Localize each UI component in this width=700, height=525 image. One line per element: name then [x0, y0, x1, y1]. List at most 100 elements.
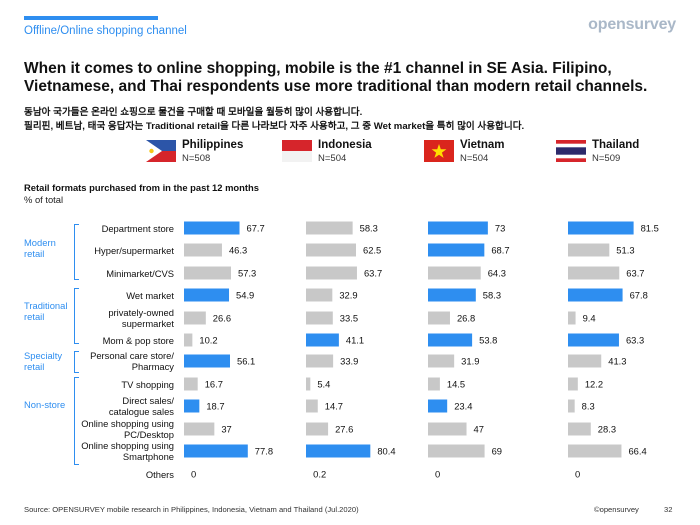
data-label-philippines-11: 0 — [191, 469, 196, 480]
data-label-philippines-9: 37 — [221, 424, 231, 435]
bar-thailand-8 — [568, 399, 575, 413]
bar-indonesia-5 — [306, 333, 339, 347]
row-label: Personal care store/Pharmacy — [70, 350, 174, 372]
row-label-line: Others — [145, 468, 174, 480]
bar-philippines-8 — [184, 399, 200, 413]
data-label-vietnam-5: 53.8 — [479, 335, 497, 346]
source-note: Source: OPENSURVEY mobile research in Ph… — [24, 505, 359, 514]
group-label-traditional-retail-line: retail — [24, 311, 45, 322]
row-label: Direct sales/catalogue sales — [70, 395, 174, 417]
group-label-non-store-line: Non-store — [24, 399, 66, 410]
data-label-philippines-8: 18.7 — [206, 401, 224, 412]
row-label: Department store — [70, 223, 174, 234]
row-label-line: PC/Desktop — [123, 429, 174, 440]
data-label-thailand-10: 66.4 — [628, 446, 646, 457]
bar-thailand-9 — [568, 422, 591, 436]
data-label-vietnam-3: 58.3 — [483, 290, 501, 301]
data-label-vietnam-1: 68.7 — [491, 245, 509, 256]
group-label-traditional-retail: Traditional retail — [24, 300, 67, 322]
bar-vietnam-5 — [428, 333, 473, 347]
data-label-thailand-3: 67.8 — [630, 290, 648, 301]
bar-thailand-0 — [568, 221, 634, 235]
bar-philippines-0 — [184, 221, 240, 235]
vietnam-flag-icon — [424, 140, 454, 162]
bar-vietnam-10 — [428, 444, 485, 458]
group-label-traditional-retail-line: Traditional — [24, 300, 68, 311]
country-sample-size: N=504 — [460, 153, 489, 164]
data-label-thailand-8: 8.3 — [582, 401, 595, 412]
row-label: Online shopping using Smartphone — [70, 440, 174, 462]
thailand-flag-icon — [556, 140, 586, 162]
data-label-indonesia-7: 5.4 — [317, 379, 330, 390]
country-header-philippines: Philippines N=508 — [146, 139, 276, 167]
data-label-philippines-10: 77.8 — [255, 446, 273, 457]
data-label-vietnam-2: 64.3 — [488, 268, 506, 279]
chart-title: Retail formats purchased from in the pas… — [24, 182, 259, 193]
bar-philippines-9 — [184, 422, 215, 436]
data-label-indonesia-1: 62.5 — [363, 245, 381, 256]
bar-vietnam-8 — [428, 399, 448, 413]
group-label-specialty-retail-line: retail — [24, 361, 45, 372]
bar-thailand-7 — [568, 377, 578, 391]
bar-thailand-3 — [568, 288, 623, 302]
country-name: Vietnam — [460, 139, 505, 151]
bar-indonesia-2 — [306, 266, 357, 280]
row-label: privately-owned supermarket — [70, 307, 174, 329]
bar-vietnam-9 — [428, 422, 467, 436]
bar-vietnam-6 — [428, 354, 455, 368]
row-label-line: Mom & pop store — [102, 334, 174, 346]
data-label-indonesia-8: 14.7 — [325, 401, 343, 412]
group-label-modern-retail-line: Modern — [24, 237, 56, 248]
bar-philippines-6 — [184, 354, 231, 368]
row-label-line: Hyper/supermarket — [94, 244, 174, 256]
data-label-thailand-7: 12.2 — [585, 379, 603, 390]
bar-indonesia-6 — [306, 354, 334, 368]
bar-thailand-5 — [568, 333, 619, 347]
bar-philippines-4 — [184, 311, 206, 325]
korean-summary-line-1: 동남아 국가들은 온라인 쇼핑으로 물건을 구매할 때 모바일을 월등히 많이 … — [24, 107, 363, 118]
group-label-specialty-retail-line: Specialty — [24, 350, 63, 361]
bar-indonesia-10 — [306, 444, 371, 458]
group-label-modern-retail-line: retail — [24, 248, 45, 259]
row-label-line: Department store — [101, 222, 174, 234]
row-label: TV shopping — [70, 379, 174, 390]
group-bracket-modern — [74, 224, 79, 280]
country-header-thailand: Thailand N=509 — [556, 139, 686, 167]
row-label-line: Pharmacy — [131, 361, 174, 372]
bar-thailand-10 — [568, 444, 622, 458]
bar-indonesia-3 — [306, 288, 333, 302]
row-label-line: Direct sales/ — [122, 395, 174, 406]
row-label: Wet market — [70, 290, 174, 301]
data-label-indonesia-4: 33.5 — [340, 313, 358, 324]
country-name: Philippines — [182, 139, 244, 151]
country-sample-size: N=508 — [182, 153, 211, 164]
country-sample-size: N=509 — [592, 153, 621, 164]
bar-vietnam-7 — [428, 377, 440, 391]
korean-summary-line-2: 필리핀, 베트남, 태국 응답자는 Traditional retail을 다른… — [24, 121, 525, 132]
row-label-line: Online shopping using — [81, 440, 174, 451]
data-label-thailand-11: 0 — [575, 469, 580, 480]
data-label-thailand-9: 28.3 — [598, 424, 616, 435]
data-label-vietnam-8: 23.4 — [454, 401, 472, 412]
bar-thailand-6 — [568, 354, 602, 368]
bar-indonesia-8 — [306, 399, 318, 413]
indonesia-flag-icon — [282, 140, 312, 162]
data-label-philippines-2: 57.3 — [238, 268, 256, 279]
row-label-line: supermarket — [121, 318, 174, 329]
row-label-line: Smartphone — [122, 451, 174, 462]
bar-vietnam-1 — [428, 243, 485, 257]
row-label-line: catalogue sales — [108, 406, 174, 417]
data-label-vietnam-4: 26.8 — [457, 313, 475, 324]
group-bracket-non-store — [74, 377, 79, 465]
bar-indonesia-1 — [306, 243, 356, 257]
opensurvey-logo: opensurvey — [588, 16, 676, 33]
bar-indonesia-0 — [306, 221, 353, 235]
data-label-thailand-5: 63.3 — [626, 335, 644, 346]
data-label-indonesia-2: 63.7 — [364, 268, 382, 279]
korean-summary: 동남아 국가들은 온라인 쇼핑으로 물건을 구매할 때 모바일을 월등히 많이 … — [24, 106, 684, 134]
bar-vietnam-0 — [428, 221, 488, 235]
bar-philippines-2 — [184, 266, 231, 280]
bar-thailand-2 — [568, 266, 620, 280]
data-label-philippines-5: 10.2 — [199, 335, 217, 346]
